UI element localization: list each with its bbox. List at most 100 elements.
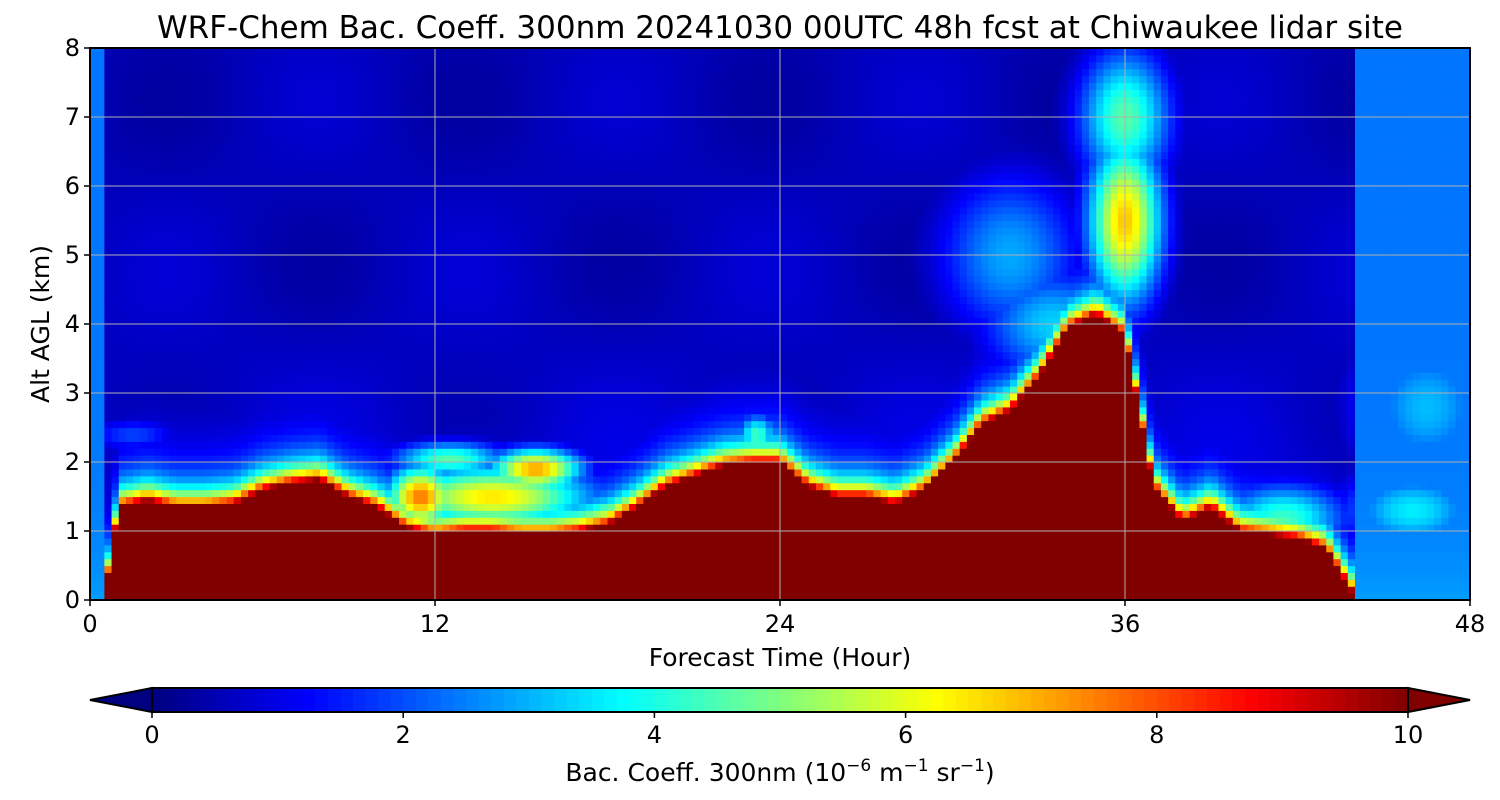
heatmap-cell [298, 137, 307, 146]
heatmap-cell [183, 324, 192, 332]
heatmap-cell [284, 213, 292, 222]
heatmap-cell [90, 406, 98, 415]
heatmap-cell [399, 330, 407, 339]
heatmap-cell [420, 503, 429, 511]
heatmap-cell [463, 420, 472, 429]
heatmap-cell [233, 289, 242, 297]
heatmap-cell [125, 531, 134, 539]
heatmap-cell [97, 213, 105, 222]
heatmap-cell [233, 475, 242, 484]
heatmap-cell [521, 206, 530, 215]
heatmap-cell [140, 117, 149, 125]
heatmap-cell [233, 365, 242, 373]
heatmap-cell [240, 551, 249, 560]
heatmap-cell [391, 344, 400, 353]
heatmap-cell [298, 179, 307, 187]
plot-area [89, 47, 1471, 601]
heatmap-cell [226, 427, 235, 435]
heatmap-cell [370, 517, 379, 525]
heatmap-cell [240, 103, 249, 111]
heatmap-cell [197, 537, 206, 546]
heatmap-cell [118, 54, 127, 63]
heatmap-cell [528, 192, 537, 201]
heatmap-cell [97, 537, 105, 546]
heatmap-cell [535, 406, 544, 415]
heatmap-cell [427, 551, 436, 560]
heatmap-cell [233, 344, 242, 353]
heatmap-cell [169, 330, 177, 339]
heatmap-cell [312, 213, 321, 222]
heatmap-cell [514, 282, 522, 291]
heatmap-cell [499, 303, 508, 311]
heatmap-cell [240, 68, 249, 77]
heatmap-cell [463, 75, 472, 84]
heatmap-cell [312, 117, 321, 125]
heatmap-cell [190, 220, 199, 228]
heatmap-cell [506, 282, 515, 291]
heatmap-cell [348, 61, 357, 70]
heatmap-cell [147, 151, 156, 159]
heatmap-cell [312, 544, 321, 553]
heatmap-cell [248, 289, 256, 297]
heatmap-cell [90, 61, 98, 70]
heatmap-cell [399, 241, 407, 249]
heatmap-cell [169, 158, 177, 166]
heatmap-cell [506, 427, 515, 435]
heatmap-cell [478, 406, 486, 415]
heatmap-cell [449, 351, 458, 360]
heatmap-cell [355, 255, 364, 263]
heatmap-cell [370, 192, 379, 201]
heatmap-cell [334, 192, 343, 201]
heatmap-cell [154, 89, 163, 97]
heatmap-cell [363, 406, 371, 415]
heatmap-cell [478, 324, 486, 332]
heatmap-cell [161, 358, 170, 366]
heatmap-cell [499, 123, 508, 132]
heatmap-cell [190, 572, 199, 580]
heatmap-cell [485, 544, 494, 553]
heatmap-cell [118, 365, 127, 373]
heatmap-cell [449, 544, 458, 553]
heatmap-cell [190, 330, 199, 339]
heatmap-cell [284, 144, 292, 153]
heatmap-cell [147, 379, 156, 387]
heatmap-cell [370, 75, 379, 84]
heatmap-cell [327, 372, 335, 380]
heatmap-cell [190, 551, 199, 560]
heatmap-cell [413, 365, 422, 373]
heatmap-cell [154, 427, 163, 435]
heatmap-cell [420, 455, 429, 463]
heatmap-cell [183, 234, 192, 242]
heatmap-cell [377, 151, 386, 159]
heatmap-cell [456, 344, 465, 353]
heatmap-cell [154, 420, 163, 429]
heatmap-cell [284, 199, 292, 208]
heatmap-cell [449, 282, 458, 291]
heatmap-cell [334, 165, 343, 173]
heatmap-cell [427, 434, 436, 442]
heatmap-cell [190, 393, 199, 401]
heatmap-cell [463, 593, 472, 601]
heatmap-cell [384, 310, 393, 318]
heatmap-cell [456, 503, 465, 511]
heatmap-cell [219, 117, 228, 125]
heatmap-cell [212, 151, 220, 159]
heatmap-cell [262, 372, 271, 380]
heatmap-cell [298, 393, 307, 401]
heatmap-cell [219, 199, 228, 208]
heatmap-cell [384, 165, 393, 173]
heatmap-cell [197, 103, 206, 111]
heatmap-cell [449, 54, 458, 63]
heatmap-cell [298, 468, 307, 477]
heatmap-cell [97, 117, 105, 125]
heatmap-cell [248, 310, 256, 318]
heatmap-cell [183, 82, 192, 90]
heatmap-cell [384, 358, 393, 366]
heatmap-cell [363, 68, 371, 77]
heatmap-cell [133, 344, 141, 353]
heatmap-cell [226, 130, 235, 139]
heatmap-cell [169, 220, 177, 228]
heatmap-cell [442, 337, 450, 346]
heatmap-cell [111, 365, 120, 373]
heatmap-cell [133, 282, 141, 291]
